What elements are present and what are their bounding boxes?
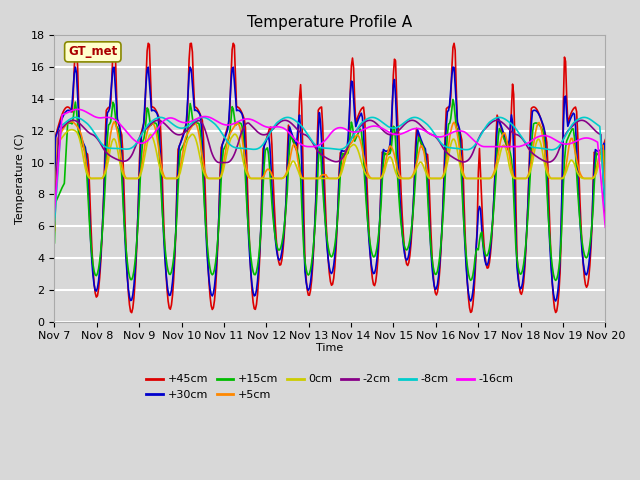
+45cm	[504, 147, 512, 153]
Text: GT_met: GT_met	[68, 46, 117, 59]
Line: -8cm: -8cm	[54, 118, 605, 225]
+45cm	[381, 151, 388, 157]
+30cm	[51, 197, 58, 203]
+5cm	[67, 119, 75, 125]
-16cm	[503, 144, 511, 150]
-16cm	[349, 129, 357, 135]
-2cm	[602, 215, 609, 221]
Y-axis label: Temperature (C): Temperature (C)	[15, 133, 25, 224]
-2cm	[378, 127, 386, 132]
+45cm	[351, 98, 358, 104]
-2cm	[312, 146, 320, 152]
0cm	[314, 176, 321, 181]
X-axis label: Time: Time	[316, 343, 344, 353]
+15cm	[378, 177, 386, 182]
+30cm	[591, 163, 598, 169]
-8cm	[314, 144, 321, 149]
+30cm	[504, 143, 512, 148]
+5cm	[317, 174, 324, 180]
+5cm	[602, 201, 609, 206]
Line: +30cm: +30cm	[54, 67, 605, 301]
-16cm	[51, 209, 58, 215]
0cm	[317, 176, 324, 181]
+5cm	[51, 228, 58, 234]
+15cm	[51, 240, 58, 246]
0cm	[589, 175, 597, 181]
0cm	[68, 127, 76, 132]
0cm	[380, 171, 387, 177]
Line: +45cm: +45cm	[54, 43, 605, 312]
-16cm	[602, 225, 609, 230]
+15cm	[503, 143, 511, 148]
-8cm	[157, 115, 164, 120]
+5cm	[349, 137, 357, 143]
Title: Temperature Profile A: Temperature Profile A	[247, 15, 412, 30]
+15cm	[449, 96, 457, 102]
-8cm	[503, 118, 511, 123]
-16cm	[380, 126, 387, 132]
-16cm	[317, 142, 324, 147]
Line: +5cm: +5cm	[54, 122, 605, 231]
+45cm	[317, 104, 325, 110]
+15cm	[591, 181, 598, 187]
+30cm	[72, 64, 79, 70]
-16cm	[74, 107, 81, 112]
+5cm	[380, 169, 387, 175]
-2cm	[589, 126, 597, 132]
0cm	[503, 151, 511, 156]
+30cm	[314, 158, 321, 164]
+15cm	[552, 277, 559, 283]
-16cm	[314, 143, 321, 149]
-8cm	[589, 119, 597, 124]
+45cm	[314, 108, 322, 113]
-16cm	[589, 137, 597, 143]
+45cm	[591, 149, 598, 155]
Line: +15cm: +15cm	[54, 99, 605, 280]
+30cm	[380, 146, 387, 152]
+45cm	[51, 227, 58, 232]
+15cm	[312, 207, 320, 213]
+45cm	[110, 40, 118, 46]
+30cm	[349, 97, 357, 103]
Legend: +45cm, +30cm, +15cm, +5cm, 0cm, -2cm, -8cm, -16cm: +45cm, +30cm, +15cm, +5cm, 0cm, -2cm, -8…	[142, 370, 518, 405]
+15cm	[602, 204, 609, 210]
+30cm	[317, 119, 324, 125]
-8cm	[380, 120, 387, 126]
0cm	[349, 142, 357, 147]
-2cm	[349, 133, 356, 139]
Line: 0cm: 0cm	[54, 130, 605, 222]
+5cm	[589, 175, 597, 181]
-8cm	[317, 144, 324, 150]
-8cm	[349, 132, 357, 138]
-2cm	[503, 124, 511, 130]
Line: -2cm: -2cm	[54, 120, 605, 218]
+15cm	[316, 145, 323, 151]
0cm	[602, 219, 609, 225]
+5cm	[503, 139, 511, 144]
-2cm	[316, 150, 323, 156]
+45cm	[128, 310, 136, 315]
+30cm	[467, 298, 474, 304]
0cm	[51, 218, 58, 224]
Line: -16cm: -16cm	[54, 109, 605, 228]
-8cm	[51, 222, 58, 228]
-2cm	[408, 118, 416, 123]
+5cm	[314, 176, 321, 181]
-2cm	[51, 214, 58, 220]
+45cm	[602, 137, 609, 143]
+30cm	[602, 199, 609, 205]
-8cm	[602, 206, 609, 212]
+15cm	[349, 124, 356, 130]
